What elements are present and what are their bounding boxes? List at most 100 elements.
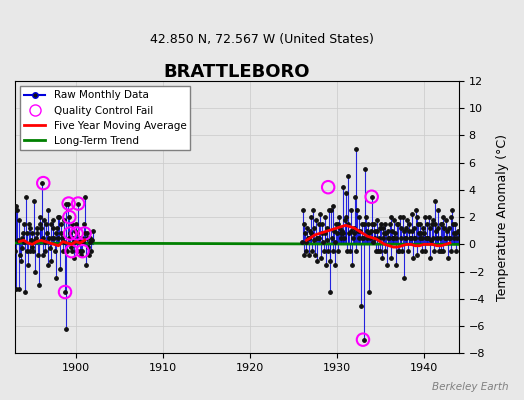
Point — [74, 200, 82, 207]
Point — [357, 302, 365, 309]
Point — [397, 234, 406, 241]
Point — [363, 228, 371, 234]
Point — [303, 225, 311, 231]
Point — [322, 262, 330, 268]
Point — [435, 234, 444, 241]
Point — [332, 221, 341, 227]
Point — [449, 221, 457, 227]
Point — [365, 289, 374, 295]
Point — [32, 234, 40, 241]
Point — [447, 248, 455, 254]
Point — [312, 234, 321, 241]
Point — [403, 217, 411, 223]
Point — [325, 207, 333, 214]
Point — [385, 234, 394, 241]
Point — [413, 214, 421, 220]
Point — [376, 248, 385, 254]
Point — [24, 262, 32, 268]
Point — [406, 234, 414, 241]
Point — [410, 234, 418, 241]
Point — [386, 221, 394, 227]
Point — [38, 234, 47, 241]
Point — [362, 214, 370, 220]
Point — [423, 234, 432, 241]
Point — [47, 258, 56, 264]
Point — [431, 221, 440, 227]
Point — [341, 214, 350, 220]
Point — [396, 214, 404, 220]
Point — [405, 221, 413, 227]
Point — [347, 228, 356, 234]
Point — [367, 194, 376, 200]
Point — [450, 230, 458, 237]
Point — [359, 336, 367, 343]
Point — [389, 234, 398, 241]
Point — [444, 255, 452, 261]
Point — [80, 221, 88, 227]
Point — [408, 228, 417, 234]
Point — [67, 244, 75, 250]
Point — [21, 289, 29, 295]
Point — [88, 237, 96, 244]
Point — [68, 221, 77, 227]
Point — [75, 238, 84, 245]
Point — [394, 221, 402, 227]
Point — [61, 326, 70, 332]
Point — [352, 146, 361, 152]
Point — [420, 214, 429, 220]
Point — [27, 244, 36, 250]
Point — [442, 217, 451, 223]
Point — [402, 234, 411, 241]
Point — [65, 214, 73, 220]
Point — [421, 248, 430, 254]
Point — [66, 230, 74, 237]
Point — [383, 262, 391, 268]
Point — [325, 258, 334, 264]
Point — [388, 228, 396, 234]
Point — [351, 194, 359, 200]
Point — [350, 225, 358, 231]
Point — [377, 221, 385, 227]
Point — [306, 228, 314, 234]
Point — [51, 248, 59, 254]
Point — [327, 207, 335, 214]
Point — [310, 225, 318, 231]
Point — [425, 225, 434, 231]
Point — [66, 230, 74, 237]
Point — [350, 230, 358, 237]
Point — [405, 228, 413, 234]
Point — [368, 194, 377, 200]
Point — [339, 230, 347, 237]
Point — [314, 221, 323, 227]
Point — [64, 200, 72, 207]
Point — [414, 230, 423, 237]
Point — [414, 221, 422, 227]
Point — [63, 248, 71, 254]
Point — [401, 225, 410, 231]
Point — [440, 225, 449, 231]
Point — [346, 207, 355, 214]
Point — [371, 234, 379, 241]
Point — [62, 200, 71, 207]
Point — [409, 255, 417, 261]
Point — [384, 234, 392, 241]
Point — [422, 234, 430, 241]
Point — [394, 248, 402, 254]
Point — [51, 230, 60, 237]
Point — [331, 238, 340, 245]
Point — [323, 237, 331, 244]
Point — [348, 262, 356, 268]
Point — [451, 221, 459, 227]
Legend: Raw Monthly Data, Quality Control Fail, Five Year Moving Average, Long-Term Tren: Raw Monthly Data, Quality Control Fail, … — [20, 86, 190, 150]
Point — [454, 228, 462, 234]
Point — [425, 214, 433, 220]
Point — [433, 207, 442, 214]
Point — [419, 225, 428, 231]
Point — [76, 248, 84, 254]
Point — [49, 225, 58, 231]
Point — [380, 248, 389, 254]
Point — [57, 221, 66, 227]
Point — [441, 234, 450, 241]
Point — [445, 225, 453, 231]
Point — [301, 238, 310, 245]
